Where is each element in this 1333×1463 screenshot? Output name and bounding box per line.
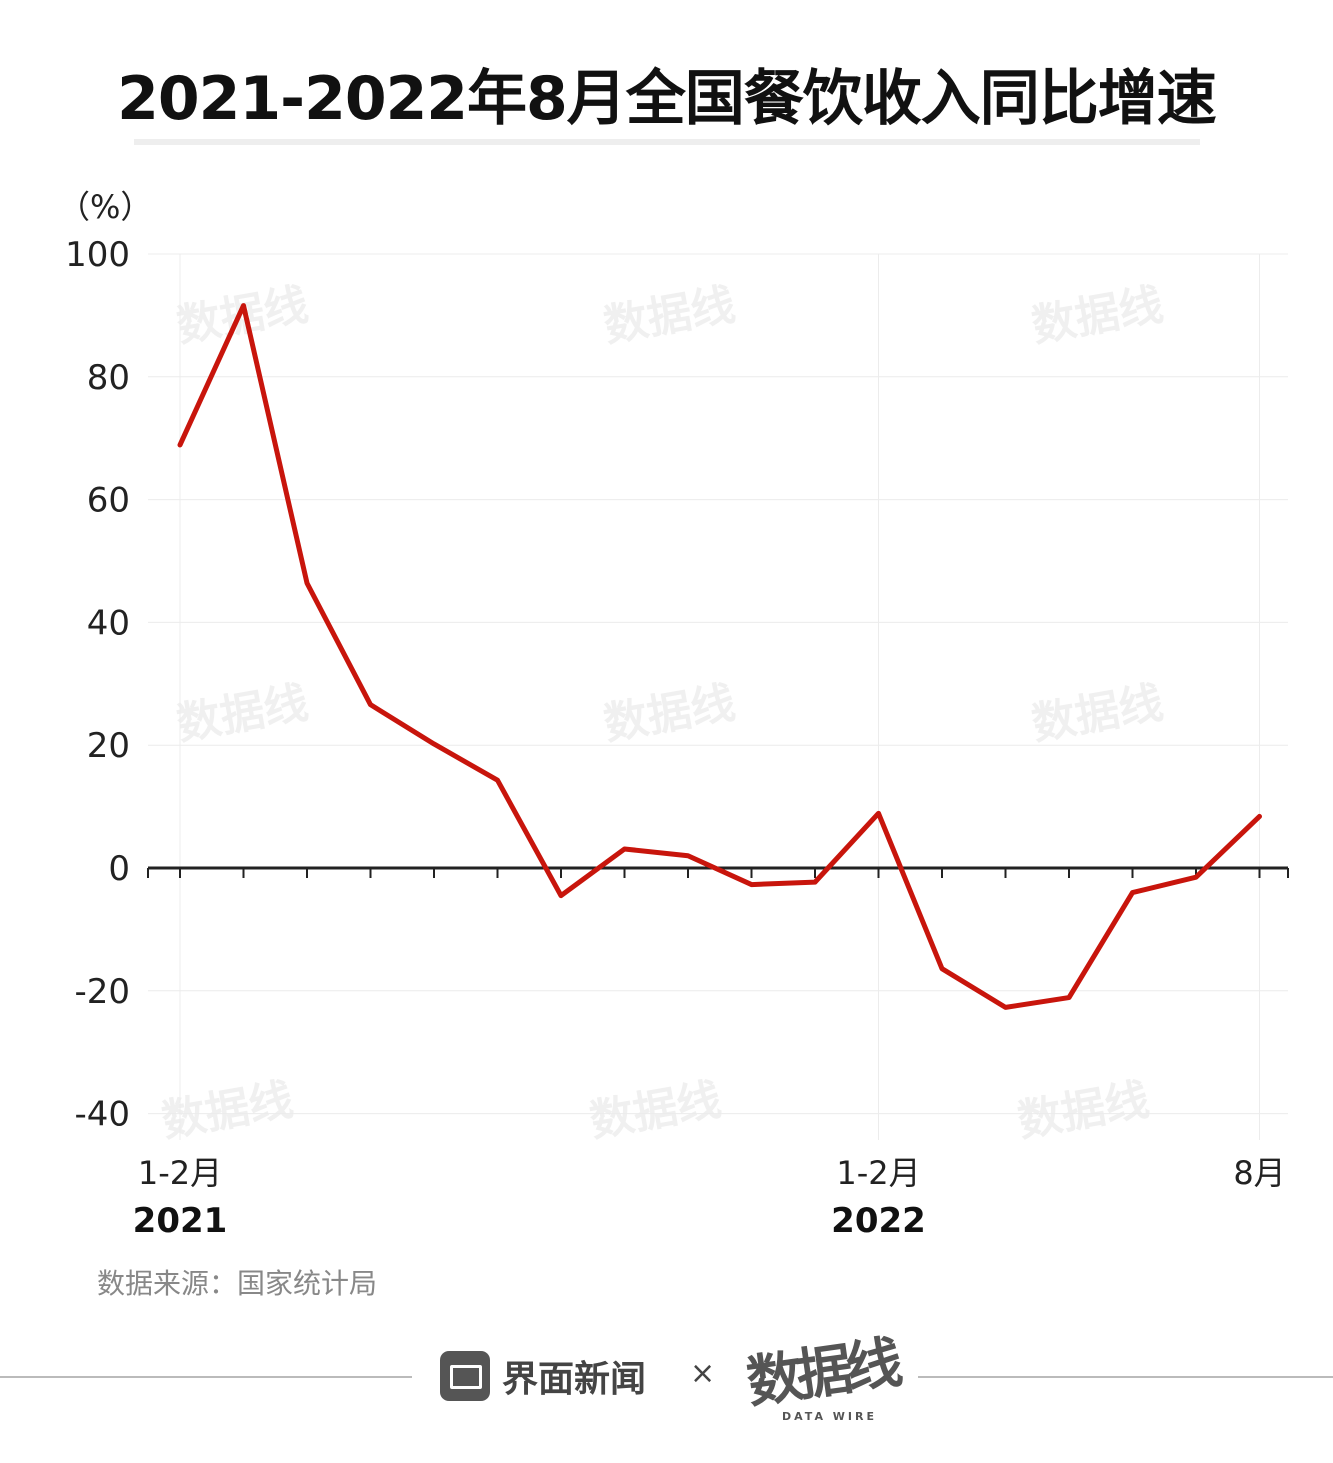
watermark: 数据线 <box>1028 279 1167 352</box>
times-sign: × <box>690 1356 716 1391</box>
y-tick-label: -40 <box>74 1095 130 1135</box>
datawire-logo: 数据线 DATA WIRE <box>743 1328 901 1423</box>
x-tick-label: 1-2月 <box>836 1154 920 1192</box>
x-tick-label: 8月 <box>1233 1154 1285 1192</box>
watermark: 数据线 <box>586 1074 725 1147</box>
watermark: 数据线 <box>1028 677 1167 750</box>
brand-logo: 界面新闻 <box>440 1350 646 1402</box>
chart-title: 2021-2022年8月全国餐饮收入同比增速 <box>117 64 1217 134</box>
y-tick-label: 60 <box>87 481 130 521</box>
y-tick-label: 100 <box>65 235 130 275</box>
footer-divider-right <box>918 1376 1333 1378</box>
brand-name: 界面新闻 <box>502 1359 647 1400</box>
y-tick-label: 0 <box>108 849 130 889</box>
y-axis-unit: （%） <box>58 188 152 226</box>
title-divider <box>134 139 1200 145</box>
x-year-label: 2022 <box>831 1201 926 1241</box>
watermark: 数据线 <box>158 1074 297 1147</box>
watermark: 数据线 <box>600 677 739 750</box>
x-year-label: 2021 <box>133 1201 228 1241</box>
y-tick-label: 40 <box>87 603 130 643</box>
source-note: 数据来源：国家统计局 <box>97 1267 378 1300</box>
x-tick-label: 1-2月 <box>138 1154 222 1192</box>
series-line <box>177 303 1262 1010</box>
footer-divider-left <box>0 1376 412 1378</box>
y-tick-label: 80 <box>87 358 130 398</box>
datawire-logo-text: 数据线 <box>742 1330 901 1417</box>
watermark: 数据线 <box>173 279 312 352</box>
watermark: 数据线 <box>1014 1074 1153 1147</box>
brand-icon <box>440 1351 490 1401</box>
watermark: 数据线 <box>600 279 739 352</box>
watermark: 数据线 <box>173 677 312 750</box>
datawire-logo-sub: DATA WIRE <box>782 1410 877 1423</box>
y-tick-label: 20 <box>87 726 130 766</box>
y-tick-label: -20 <box>74 972 130 1012</box>
